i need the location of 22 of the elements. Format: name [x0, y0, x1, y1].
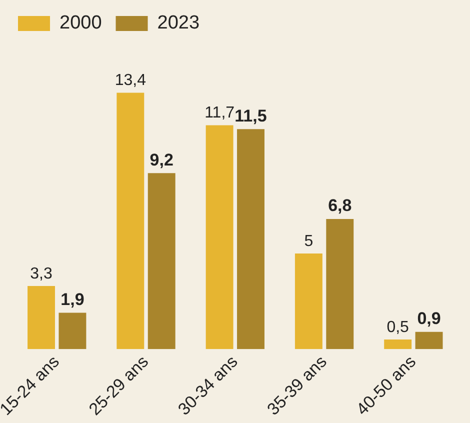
legend-label: 2023: [157, 12, 200, 34]
data-label: 11,7: [204, 104, 235, 122]
bar: [384, 340, 412, 350]
bar: [294, 253, 322, 350]
data-label: 11,5: [234, 106, 267, 126]
data-label: 0,5: [386, 318, 410, 336]
bar: [148, 173, 176, 350]
bar: [415, 332, 443, 350]
data-label: 3,3: [30, 265, 52, 282]
data-label: 5: [304, 232, 314, 250]
data-label: 9,2: [150, 150, 174, 170]
bar: [206, 125, 234, 350]
bar: [28, 286, 55, 350]
bar: [58, 312, 86, 350]
bar: [326, 219, 354, 350]
data-label: 0,9: [417, 309, 441, 328]
legend-label: 2000: [60, 12, 102, 34]
data-label: 13,4: [114, 72, 146, 90]
bar: [116, 92, 144, 350]
data-label: 1,9: [60, 290, 84, 309]
bar: [237, 129, 264, 350]
data-label: 6,8: [328, 196, 352, 216]
